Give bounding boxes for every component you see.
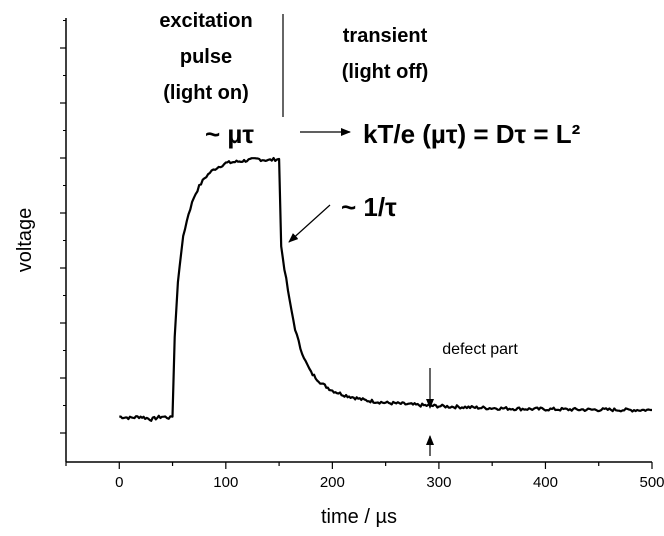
formula-label: kT/e (µτ) = Dτ = L² [363, 119, 581, 149]
defect-part-label: defect part [442, 341, 518, 358]
svg-text:excitation: excitation [159, 10, 252, 32]
x-tick-label: 400 [533, 474, 558, 491]
x-tick-labels: 0 100 200 300 400 500 [115, 474, 664, 491]
svg-text:transient: transient [343, 25, 428, 47]
inv-tau-arrow [288, 204, 331, 243]
x-tick-label: 500 [639, 474, 664, 491]
x-tick-label: 200 [320, 474, 345, 491]
x-axis-ticks [65, 462, 653, 469]
transient-label: transient (light off) [342, 25, 429, 83]
excitation-label: excitation pulse (light on) [159, 10, 252, 104]
inv-tau-label: ~ 1/τ [341, 192, 397, 222]
y-axis-title: voltage [14, 208, 36, 273]
x-tick-label: 0 [115, 474, 123, 491]
svg-text:pulse: pulse [180, 46, 232, 68]
svg-text:(light off): (light off) [342, 61, 429, 83]
series-line-voltage [119, 156, 652, 422]
mu-tau-label: ~ µτ [205, 119, 254, 149]
x-tick-label: 100 [213, 474, 238, 491]
x-axis-title: time / µs [321, 506, 397, 528]
y-axis-ticks [60, 20, 66, 434]
x-tick-label: 300 [426, 474, 451, 491]
svg-text:(light on): (light on) [163, 82, 249, 104]
